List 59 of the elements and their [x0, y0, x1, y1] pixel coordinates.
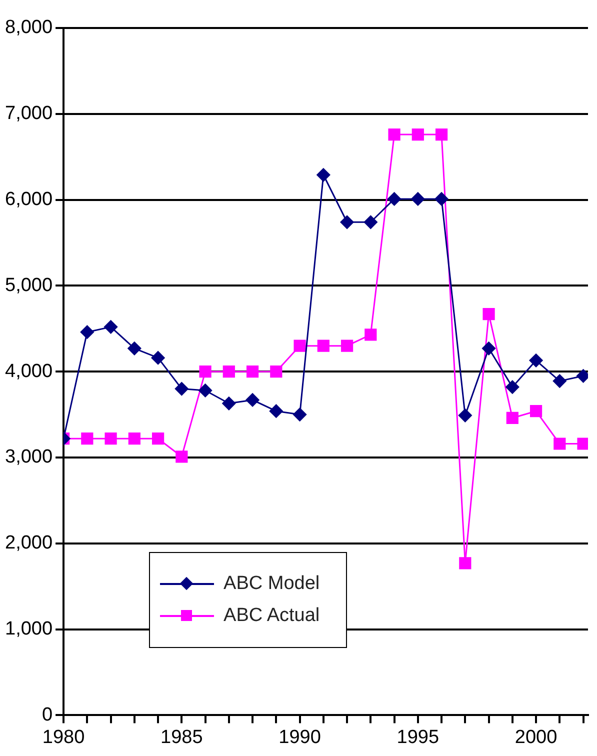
- x-tick-label: 2000: [514, 726, 558, 748]
- point: [80, 325, 94, 339]
- point: [458, 408, 472, 422]
- point: [388, 192, 402, 206]
- y-tick-label: 8,000: [5, 17, 53, 38]
- point: [270, 366, 282, 378]
- point: [482, 342, 496, 356]
- point: [174, 382, 188, 396]
- point: [411, 192, 425, 206]
- legend-label: ABC Model: [224, 573, 320, 596]
- point: [246, 393, 260, 407]
- y-tick-label: 5,000: [5, 274, 53, 296]
- y-tick-label: 6,000: [5, 189, 53, 210]
- point: [128, 342, 142, 356]
- point: [176, 450, 188, 463]
- point: [81, 432, 94, 445]
- point: [412, 128, 424, 141]
- y-tick-label: 1,000: [5, 618, 53, 640]
- point: [388, 128, 400, 141]
- y-tick-label: 3,000: [5, 446, 53, 468]
- point: [198, 384, 212, 398]
- point: [293, 408, 307, 422]
- x-tick-label: 1985: [160, 726, 203, 748]
- x-tick-label: 1990: [278, 726, 321, 748]
- y-tick-label: 7,000: [5, 103, 53, 124]
- point: [104, 320, 118, 334]
- point: [222, 396, 236, 410]
- point: [552, 374, 566, 388]
- point: [104, 432, 117, 445]
- y-tick-label: 0: [42, 704, 53, 726]
- point: [482, 308, 495, 320]
- legend-label: ABC Actual: [224, 605, 320, 628]
- point: [294, 340, 306, 352]
- point: [128, 432, 140, 445]
- point: [364, 215, 378, 229]
- point: [269, 404, 283, 418]
- point: [435, 128, 448, 141]
- point: [434, 192, 448, 206]
- x-tick-label: 1995: [396, 726, 440, 748]
- point: [364, 328, 377, 341]
- point: [529, 354, 543, 368]
- point: [316, 168, 330, 182]
- y-tick-label: 2,000: [5, 532, 53, 554]
- point: [317, 340, 330, 352]
- point: [151, 351, 165, 365]
- y-tick-label: 4,000: [5, 360, 53, 382]
- point: [506, 380, 520, 394]
- point: [222, 366, 235, 378]
- point: [459, 557, 472, 570]
- point: [530, 405, 542, 418]
- point: [340, 215, 354, 229]
- x-tick-label: 1980: [42, 726, 85, 748]
- point: [506, 412, 518, 424]
- point: [340, 340, 354, 352]
- point: [554, 438, 566, 450]
- point: [577, 438, 588, 450]
- point: [152, 432, 164, 445]
- point: [246, 366, 259, 378]
- point: [199, 366, 212, 378]
